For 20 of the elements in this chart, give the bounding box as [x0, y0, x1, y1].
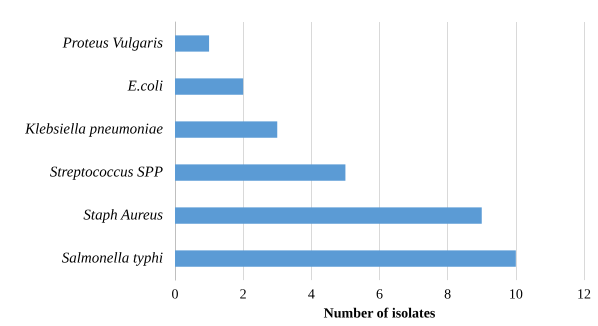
x-tick-label: 4	[308, 288, 315, 303]
bar	[175, 250, 516, 267]
bar	[175, 207, 482, 224]
x-tick-label: 10	[508, 288, 523, 303]
x-tick-label: 8	[444, 288, 452, 303]
y-tick-label: E.coli	[126, 78, 163, 95]
y-tick-label: Proteus Vulgaris	[62, 36, 164, 52]
bar	[175, 121, 278, 138]
x-tick-label: 6	[376, 288, 383, 303]
bar	[175, 164, 346, 181]
y-tick-label: Streptococcus SPP	[50, 164, 163, 181]
y-tick-label: Staph Aureus	[83, 208, 164, 224]
bar	[175, 35, 210, 52]
x-tick-label: 12	[577, 288, 591, 303]
x-axis-title: Number of isolates	[324, 306, 436, 322]
bar	[175, 78, 244, 95]
y-tick-label: Salmonella typhi	[62, 250, 163, 267]
y-tick-label: Klebsiella pneumoniae	[24, 122, 164, 138]
x-tick-label: 0	[172, 288, 178, 303]
x-tick-label: 2	[240, 288, 247, 303]
